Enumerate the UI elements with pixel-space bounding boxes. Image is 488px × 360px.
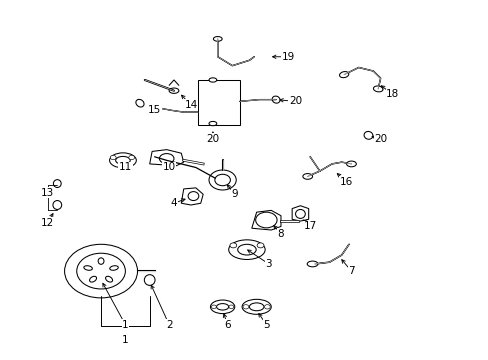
Ellipse shape xyxy=(188,192,199,201)
Ellipse shape xyxy=(237,244,256,255)
Circle shape xyxy=(214,174,230,186)
Polygon shape xyxy=(291,206,308,221)
Text: 8: 8 xyxy=(277,229,284,239)
Ellipse shape xyxy=(249,303,264,311)
Ellipse shape xyxy=(144,275,155,285)
Circle shape xyxy=(77,253,125,289)
Ellipse shape xyxy=(53,180,61,188)
Circle shape xyxy=(64,244,137,298)
Text: 14: 14 xyxy=(184,100,197,110)
Text: 19: 19 xyxy=(281,52,294,62)
Polygon shape xyxy=(181,188,203,205)
Ellipse shape xyxy=(272,96,280,103)
Text: 20: 20 xyxy=(373,134,386,144)
FancyBboxPatch shape xyxy=(198,80,239,125)
Circle shape xyxy=(208,170,236,190)
Ellipse shape xyxy=(339,72,348,78)
Ellipse shape xyxy=(136,99,144,107)
Text: 10: 10 xyxy=(162,162,175,172)
Text: 11: 11 xyxy=(119,162,132,172)
Ellipse shape xyxy=(208,121,216,126)
Ellipse shape xyxy=(364,131,372,139)
Ellipse shape xyxy=(242,299,271,314)
Ellipse shape xyxy=(295,210,305,219)
Text: 9: 9 xyxy=(231,189,238,199)
Ellipse shape xyxy=(210,300,234,314)
Polygon shape xyxy=(149,150,183,166)
Text: 3: 3 xyxy=(265,259,271,269)
Circle shape xyxy=(255,212,277,228)
Ellipse shape xyxy=(83,266,92,270)
Circle shape xyxy=(211,305,216,309)
Ellipse shape xyxy=(346,161,356,167)
Text: 1: 1 xyxy=(122,320,128,330)
Text: 15: 15 xyxy=(148,105,161,115)
Ellipse shape xyxy=(98,258,104,264)
Circle shape xyxy=(229,243,236,248)
Circle shape xyxy=(264,305,270,309)
Ellipse shape xyxy=(105,276,112,282)
Text: 7: 7 xyxy=(347,266,354,276)
Ellipse shape xyxy=(109,153,136,168)
Text: 12: 12 xyxy=(41,218,54,228)
Circle shape xyxy=(243,305,248,309)
Ellipse shape xyxy=(302,174,312,179)
Ellipse shape xyxy=(116,157,130,164)
Text: 20: 20 xyxy=(288,96,302,107)
Text: 5: 5 xyxy=(263,320,269,330)
Ellipse shape xyxy=(53,201,61,210)
Text: 4: 4 xyxy=(170,198,177,208)
Ellipse shape xyxy=(89,276,96,282)
Text: 17: 17 xyxy=(303,221,316,231)
Ellipse shape xyxy=(373,86,382,92)
Ellipse shape xyxy=(109,266,118,270)
Ellipse shape xyxy=(169,88,179,93)
Text: 6: 6 xyxy=(224,320,230,330)
Circle shape xyxy=(110,156,116,159)
Ellipse shape xyxy=(306,261,317,267)
Circle shape xyxy=(228,305,233,309)
Text: 20: 20 xyxy=(206,134,219,144)
Text: 1: 1 xyxy=(122,336,128,345)
Ellipse shape xyxy=(228,240,264,260)
Ellipse shape xyxy=(208,78,216,82)
Ellipse shape xyxy=(216,303,228,310)
Circle shape xyxy=(257,243,264,248)
Text: 16: 16 xyxy=(339,177,352,187)
Circle shape xyxy=(128,156,134,159)
Polygon shape xyxy=(251,210,281,230)
Ellipse shape xyxy=(213,37,222,41)
Text: 18: 18 xyxy=(386,89,399,99)
Text: 2: 2 xyxy=(165,320,172,330)
Text: 13: 13 xyxy=(41,188,54,198)
Ellipse shape xyxy=(159,154,174,163)
